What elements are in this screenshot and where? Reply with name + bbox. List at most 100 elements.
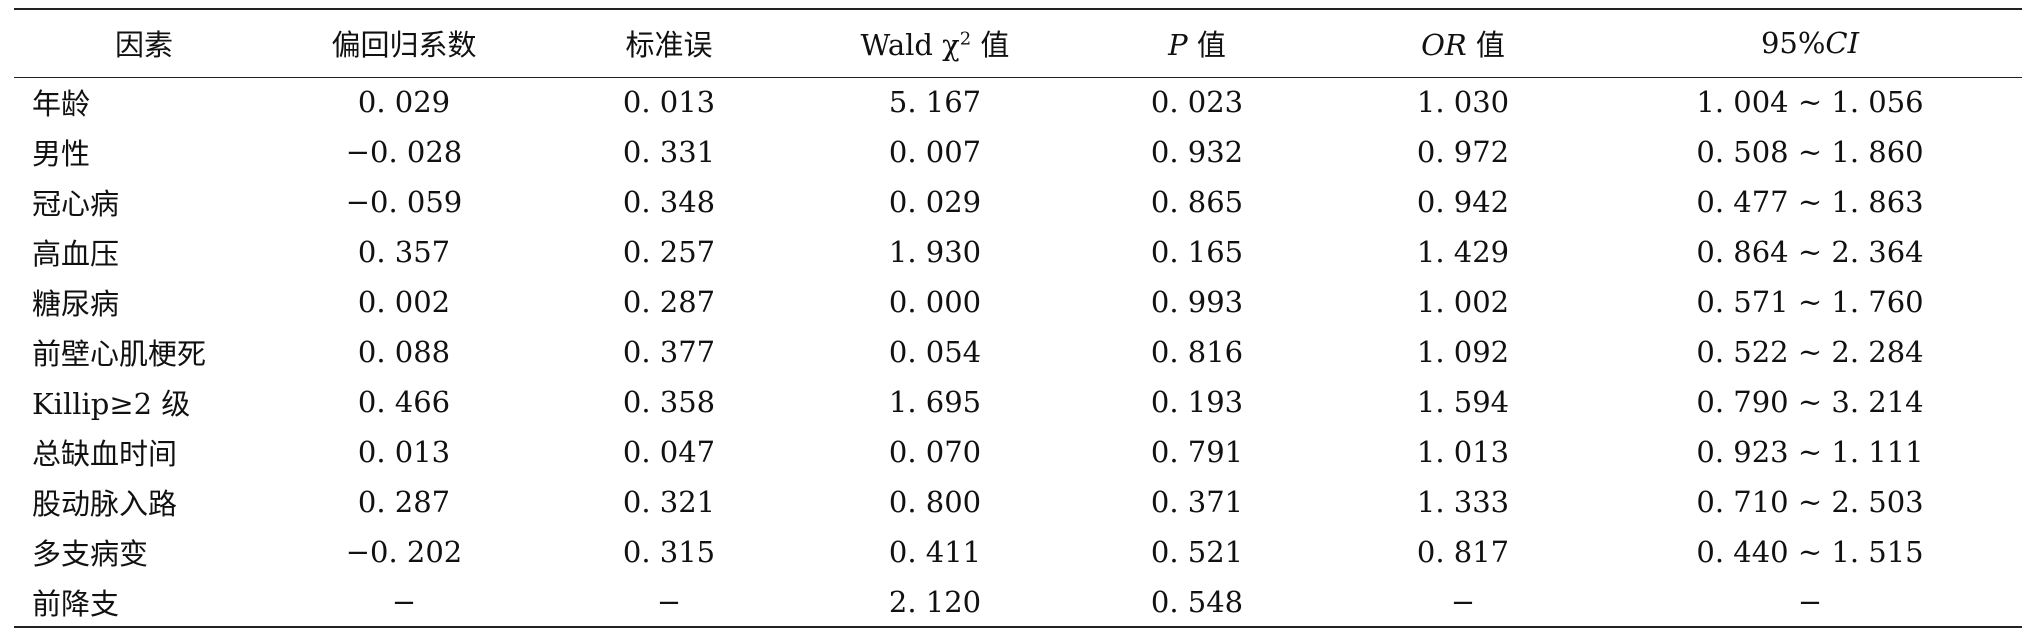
cell-factor: 年龄 xyxy=(32,87,91,122)
cell-p-value: 0. 521 xyxy=(1150,535,1244,569)
cell-coefficient: −0. 059 xyxy=(345,185,463,219)
cell-standard-error: 0. 047 xyxy=(622,435,716,469)
cell-coefficient: 0. 088 xyxy=(357,335,451,369)
cell-p-value: 0. 816 xyxy=(1150,335,1244,369)
cell-coefficient: 0. 029 xyxy=(357,85,451,120)
cell-coefficient: 0. 002 xyxy=(357,285,451,319)
cell-standard-error: − xyxy=(656,584,682,619)
cell-standard-error: 0. 013 xyxy=(622,85,716,120)
cell-wald: 0. 070 xyxy=(888,435,982,469)
cell-ci: 0. 508 ~ 1. 860 xyxy=(1696,135,1924,169)
cell-ci: 0. 477 ~ 1. 863 xyxy=(1696,185,1924,219)
cell-wald: 0. 000 xyxy=(888,285,982,319)
cell-factor: 前壁心肌梗死 xyxy=(32,337,207,371)
cell-standard-error: 0. 315 xyxy=(622,535,716,569)
table-row: 冠心病 −0. 059 0. 348 0. 029 0. 865 0. 942 … xyxy=(14,177,2022,227)
cell-factor: Killip≥2 级 xyxy=(32,387,191,421)
cell-factor: 多支病变 xyxy=(32,537,149,571)
cell-ci: 0. 864 ~ 2. 364 xyxy=(1696,235,1924,269)
cell-coefficient: 0. 287 xyxy=(357,485,451,519)
header-p-value: P 值 xyxy=(1066,9,1328,77)
header-ci-prefix: 95% xyxy=(1760,26,1826,61)
cell-or-value: 1. 429 xyxy=(1416,235,1510,269)
table-row: 股动脉入路 0. 287 0. 321 0. 800 0. 371 1. 333… xyxy=(14,477,2022,527)
cell-factor: 冠心病 xyxy=(32,187,120,221)
cell-or-value: 1. 013 xyxy=(1416,435,1510,469)
cell-or-value: 1. 002 xyxy=(1416,285,1510,319)
cell-coefficient: −0. 028 xyxy=(345,135,463,169)
table-row: Killip≥2 级 0. 466 0. 358 1. 695 0. 193 1… xyxy=(14,377,2022,427)
cell-standard-error: 0. 358 xyxy=(622,385,716,419)
cell-wald: 0. 007 xyxy=(888,135,982,169)
cell-ci: 1. 004 ~ 1. 056 xyxy=(1696,85,1924,120)
header-factor: 因素 xyxy=(114,28,173,63)
cell-standard-error: 0. 377 xyxy=(622,335,716,369)
cell-ci: 0. 571 ~ 1. 760 xyxy=(1696,285,1924,319)
header-or-suffix: 值 xyxy=(1466,28,1505,63)
cell-or-value: 1. 333 xyxy=(1416,485,1510,519)
cell-p-value: 0. 932 xyxy=(1150,135,1244,169)
cell-wald: 1. 695 xyxy=(888,385,982,419)
header-p-suffix: 值 xyxy=(1187,28,1226,63)
cell-ci: 0. 710 ~ 2. 503 xyxy=(1696,485,1924,519)
cell-wald: 0. 054 xyxy=(888,335,982,369)
cell-factor: 总缺血时间 xyxy=(32,437,178,471)
cell-standard-error: 0. 287 xyxy=(622,285,716,319)
cell-p-value: 0. 993 xyxy=(1150,285,1244,319)
header-wald-prefix: Wald χ xyxy=(860,28,960,63)
cell-ci: 0. 440 ~ 1. 515 xyxy=(1696,535,1924,569)
cell-coefficient: 0. 357 xyxy=(357,235,451,269)
cell-wald: 0. 800 xyxy=(888,485,982,519)
cell-coefficient: 0. 013 xyxy=(357,435,451,469)
cell-p-value: 0. 193 xyxy=(1150,385,1244,419)
header-or-italic: OR xyxy=(1421,28,1467,63)
cell-coefficient: − xyxy=(391,584,417,619)
cell-wald: 1. 930 xyxy=(888,235,982,269)
table-row: 前降支 − − 2. 120 0. 548 − − xyxy=(14,577,2022,627)
cell-standard-error: 0. 321 xyxy=(622,485,716,519)
cell-wald: 0. 029 xyxy=(888,185,982,219)
header-ci: 95%CI xyxy=(1598,9,2022,77)
table-row: 男性 −0. 028 0. 331 0. 007 0. 932 0. 972 0… xyxy=(14,127,2022,177)
table-row: 总缺血时间 0. 013 0. 047 0. 070 0. 791 1. 013… xyxy=(14,427,2022,477)
cell-or-value: 0. 972 xyxy=(1416,135,1510,169)
cell-standard-error: 0. 331 xyxy=(622,135,716,169)
header-or-value: OR 值 xyxy=(1328,9,1598,77)
cell-p-value: 0. 865 xyxy=(1150,185,1244,219)
header-ci-italic: CI xyxy=(1825,26,1860,61)
cell-p-value: 0. 165 xyxy=(1150,235,1244,269)
cell-or-value: 1. 092 xyxy=(1416,335,1510,369)
table-row: 高血压 0. 357 0. 257 1. 930 0. 165 1. 429 0… xyxy=(14,227,2022,277)
cell-p-value: 0. 548 xyxy=(1150,584,1244,619)
cell-p-value: 0. 791 xyxy=(1150,435,1244,469)
regression-table-container: 因素 偏回归系数 标准误 Wald χ2 值 P 值 OR 值 95%CI 年龄… xyxy=(14,8,2022,628)
cell-or-value: 0. 817 xyxy=(1416,535,1510,569)
cell-factor: 高血压 xyxy=(32,237,120,271)
table-row: 糖尿病 0. 002 0. 287 0. 000 0. 993 1. 002 0… xyxy=(14,277,2022,327)
cell-ci: 0. 522 ~ 2. 284 xyxy=(1696,335,1924,369)
header-standard-error: 标准误 xyxy=(625,28,713,63)
cell-or-value: 0. 942 xyxy=(1416,185,1510,219)
cell-wald: 2. 120 xyxy=(888,584,982,619)
cell-p-value: 0. 023 xyxy=(1150,85,1244,120)
cell-coefficient: −0. 202 xyxy=(345,535,463,569)
cell-ci: − xyxy=(1797,584,1823,619)
cell-or-value: 1. 594 xyxy=(1416,385,1510,419)
cell-ci: 0. 923 ~ 1. 111 xyxy=(1696,435,1924,469)
cell-wald: 0. 411 xyxy=(888,535,982,569)
cell-standard-error: 0. 348 xyxy=(622,185,716,219)
cell-factor: 糖尿病 xyxy=(32,287,120,321)
cell-or-value: − xyxy=(1450,584,1476,619)
header-wald-suffix: 值 xyxy=(971,28,1010,63)
header-row: 因素 偏回归系数 标准误 Wald χ2 值 P 值 OR 值 95%CI xyxy=(14,9,2022,77)
cell-factor: 男性 xyxy=(32,137,91,171)
logistic-regression-table: 因素 偏回归系数 标准误 Wald χ2 值 P 值 OR 值 95%CI 年龄… xyxy=(14,8,2022,628)
header-p-italic: P xyxy=(1168,28,1188,63)
cell-wald: 5. 167 xyxy=(888,85,982,120)
cell-factor: 股动脉入路 xyxy=(32,487,178,521)
cell-p-value: 0. 371 xyxy=(1150,485,1244,519)
header-coefficient: 偏回归系数 xyxy=(331,28,477,63)
cell-factor: 前降支 xyxy=(32,586,120,621)
header-wald-superscript: 2 xyxy=(959,28,972,50)
cell-ci: 0. 790 ~ 3. 214 xyxy=(1696,385,1924,419)
